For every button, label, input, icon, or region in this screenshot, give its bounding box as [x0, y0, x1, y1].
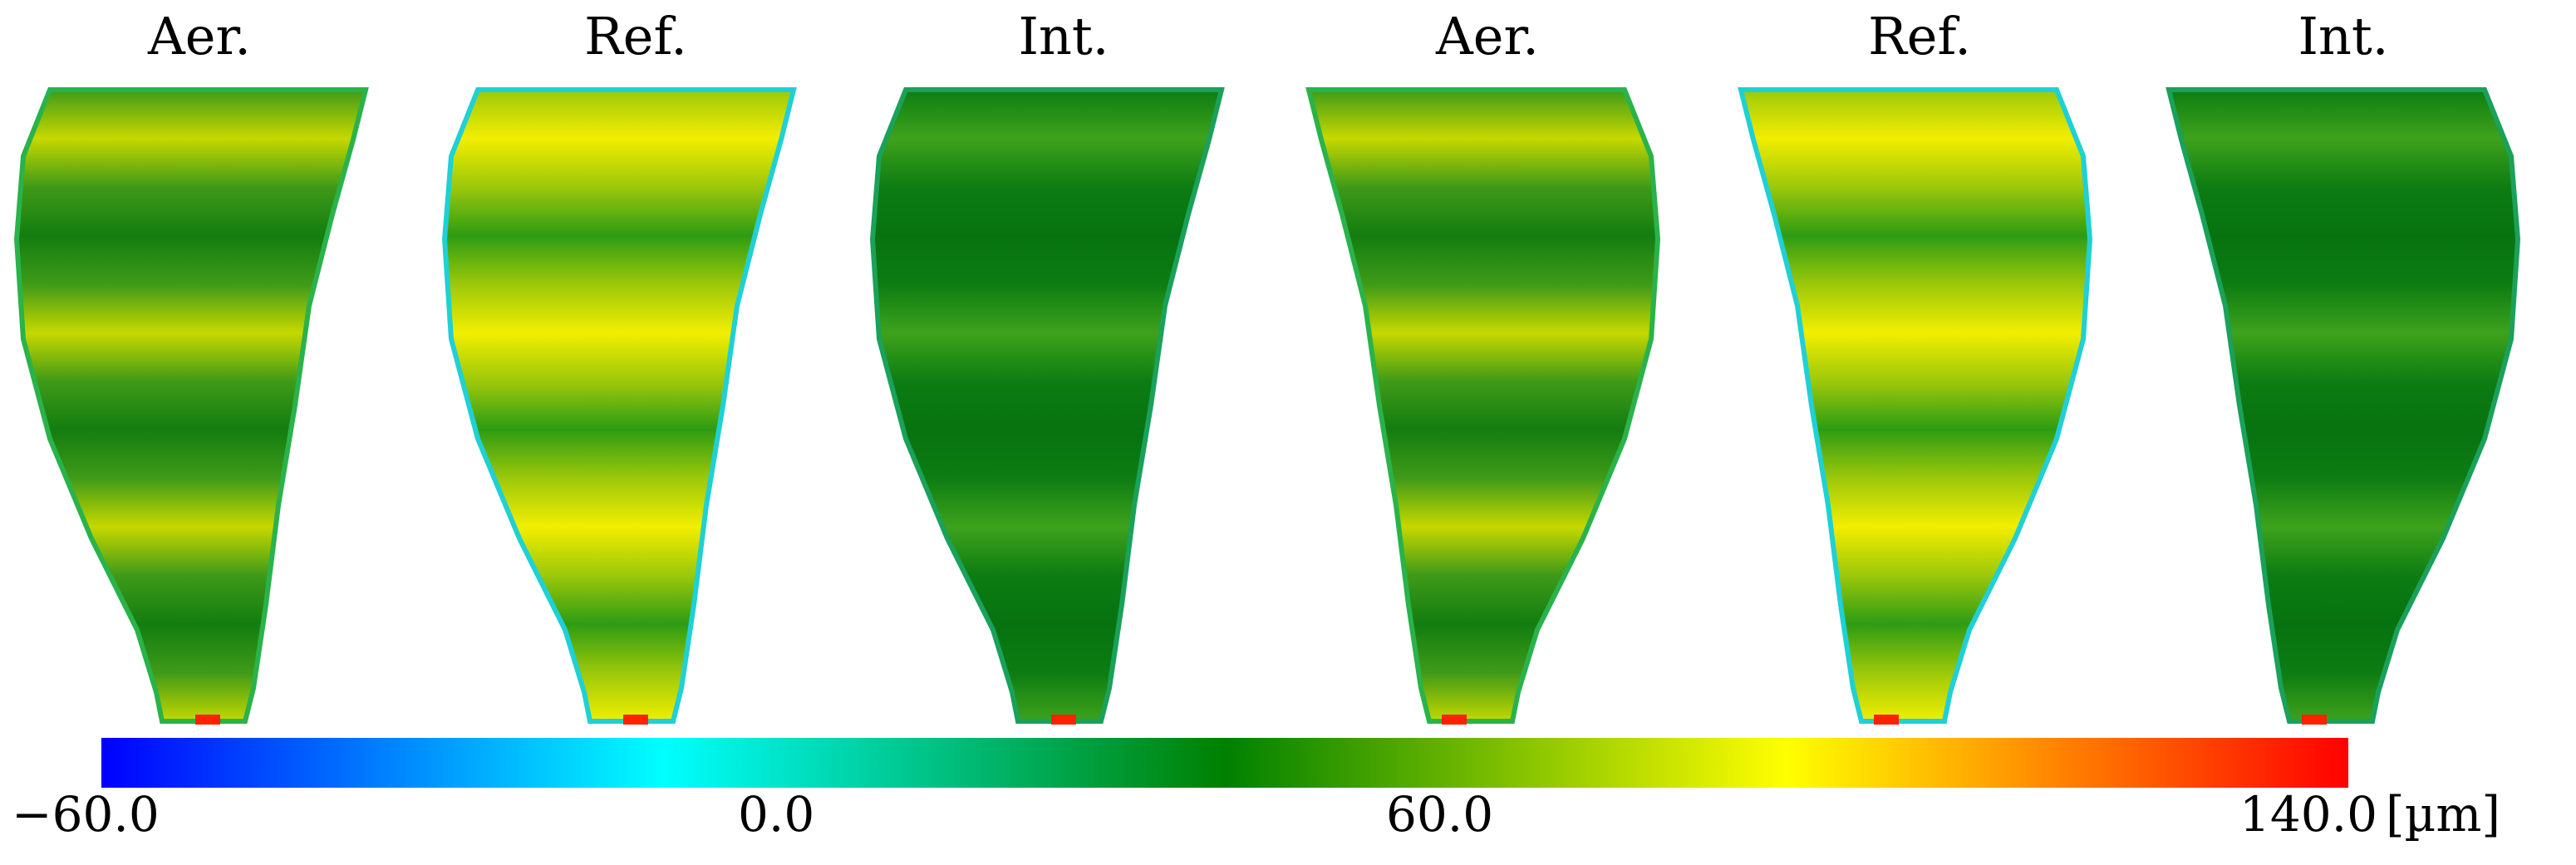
colorbar-gradient — [101, 738, 2348, 788]
panel-title-3: Int. — [1018, 6, 1109, 66]
blade-panel-6 — [2166, 87, 2521, 725]
blade-root-marker-2 — [623, 715, 648, 725]
panel-title-4: Aer. — [1436, 6, 1539, 66]
colorbar — [101, 738, 2348, 788]
blade-panel-4 — [1305, 87, 1661, 725]
panel-title-2: Ref. — [584, 6, 687, 66]
blade-panel-2 — [441, 87, 797, 725]
blade-root-marker-1 — [195, 715, 220, 725]
blade-root-marker-5 — [1874, 715, 1899, 725]
panel-title-5: Ref. — [1868, 6, 1971, 66]
colorbar-tick-60: 60.0 — [1386, 786, 1494, 843]
panel-title-6: Int. — [2298, 6, 2389, 66]
blade-surface-1 — [13, 87, 369, 724]
colorbar-unit: [µm] — [2386, 786, 2500, 843]
blade-root-marker-3 — [1051, 715, 1076, 725]
blade-surface-3 — [869, 87, 1225, 724]
blade-panel-3 — [869, 87, 1225, 725]
blade-root-marker-4 — [1442, 715, 1467, 725]
blade-surface-5 — [1738, 87, 2093, 724]
blade-panel-5 — [1738, 87, 2093, 725]
blade-panels — [13, 87, 2521, 725]
blade-surface-6 — [2166, 87, 2521, 724]
blade-panel-1 — [13, 87, 369, 725]
blade-root-marker-6 — [2302, 715, 2327, 725]
panel-title-1: Aer. — [148, 6, 251, 66]
colorbar-tick-zero: 0.0 — [738, 786, 815, 843]
colorbar-tick-max: 140.0 [µm] — [2239, 785, 2500, 843]
blade-surface-2 — [441, 87, 797, 724]
blade-surface-4 — [1305, 87, 1661, 724]
colorbar-tick-max-value: 140.0 — [2239, 786, 2378, 843]
colorbar-tick-min: −60.0 — [12, 786, 160, 843]
